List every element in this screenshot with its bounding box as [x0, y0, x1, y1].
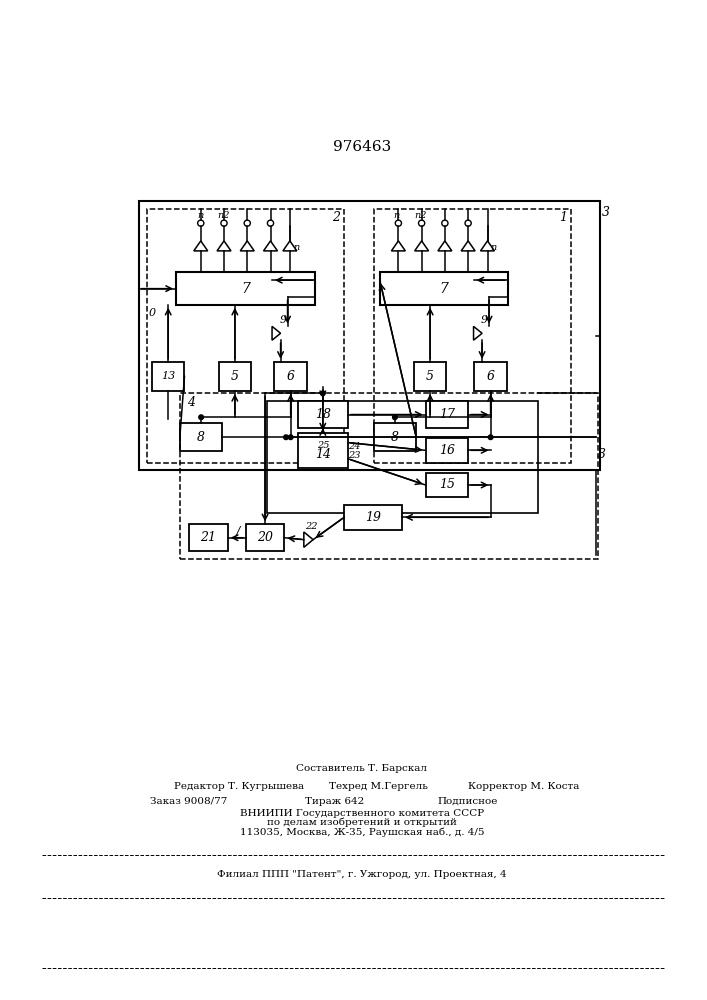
Text: n2: n2: [217, 211, 230, 220]
Text: 4: 4: [187, 396, 194, 409]
Text: 22: 22: [305, 522, 317, 531]
Circle shape: [392, 415, 397, 420]
Bar: [373, 209, 571, 463]
Text: 9: 9: [481, 315, 488, 325]
Bar: [426, 438, 468, 463]
Text: 7: 7: [439, 282, 448, 296]
Text: Тираж 642: Тираж 642: [305, 797, 365, 806]
Bar: [373, 423, 416, 451]
Text: Филиал ППП "Патент", г. Ужгород, ул. Проектная, 4: Филиал ППП "Патент", г. Ужгород, ул. Про…: [217, 870, 507, 879]
Text: 5: 5: [426, 370, 434, 383]
Text: 8: 8: [197, 431, 205, 444]
Text: 21: 21: [201, 531, 216, 544]
Bar: [426, 401, 468, 428]
Bar: [298, 401, 348, 428]
Bar: [267, 401, 538, 513]
Bar: [180, 393, 598, 559]
Text: 24: 24: [348, 442, 361, 451]
Text: 15: 15: [439, 478, 455, 491]
Bar: [176, 272, 315, 305]
Bar: [274, 362, 307, 391]
Text: 7: 7: [241, 282, 250, 296]
Text: 6: 6: [486, 370, 495, 383]
Text: 18: 18: [315, 408, 331, 421]
Text: Подписное: Подписное: [437, 797, 498, 806]
Text: Составитель Т. Барскал: Составитель Т. Барскал: [296, 764, 428, 773]
Text: Техред М.Гергель: Техред М.Гергель: [329, 782, 428, 791]
Text: n: n: [197, 211, 203, 220]
Bar: [189, 524, 228, 551]
Bar: [139, 201, 600, 470]
Bar: [426, 473, 468, 497]
Text: 14: 14: [315, 448, 331, 461]
Text: 20: 20: [257, 531, 273, 544]
Text: n: n: [293, 243, 299, 252]
Bar: [218, 362, 251, 391]
Text: по делам изобретений и открытий: по делам изобретений и открытий: [267, 817, 457, 827]
Text: 9: 9: [279, 315, 286, 325]
Text: Редактор Т. Кугрышева: Редактор Т. Кугрышева: [174, 782, 304, 791]
Text: 3: 3: [598, 448, 606, 461]
Text: 113035, Москва, Ж-35, Раушская наб., д. 4/5: 113035, Москва, Ж-35, Раушская наб., д. …: [240, 828, 484, 837]
Circle shape: [320, 391, 325, 396]
Text: ВНИИПИ Государственного комитета СССР: ВНИИПИ Государственного комитета СССР: [240, 808, 484, 818]
Bar: [246, 524, 284, 551]
Text: Корректор М. Коста: Корректор М. Коста: [468, 782, 580, 791]
Circle shape: [288, 435, 293, 440]
Bar: [474, 362, 507, 391]
Text: 5: 5: [231, 370, 239, 383]
Bar: [298, 433, 348, 468]
Text: 3: 3: [602, 206, 610, 219]
Text: 17: 17: [439, 408, 455, 421]
Text: 23: 23: [348, 451, 361, 460]
Bar: [380, 272, 508, 305]
Circle shape: [489, 435, 493, 440]
Text: 25: 25: [317, 441, 329, 450]
Text: n: n: [394, 211, 400, 220]
Bar: [152, 362, 185, 391]
Bar: [146, 209, 344, 463]
Circle shape: [284, 435, 288, 440]
Text: 1: 1: [559, 211, 568, 224]
Text: 976463: 976463: [333, 140, 391, 154]
Bar: [344, 505, 402, 530]
Text: n: n: [491, 243, 497, 252]
Text: 19: 19: [366, 511, 381, 524]
Text: Заказ 9008/77: Заказ 9008/77: [151, 797, 228, 806]
Text: 8: 8: [391, 431, 399, 444]
Text: 16: 16: [439, 444, 455, 457]
Bar: [414, 362, 446, 391]
Text: 0: 0: [149, 308, 156, 318]
Circle shape: [199, 415, 204, 420]
Text: n2: n2: [414, 211, 427, 220]
Text: /: /: [236, 526, 240, 539]
Text: 2: 2: [332, 211, 340, 224]
Text: 6: 6: [286, 370, 295, 383]
Text: 13: 13: [161, 371, 175, 381]
Bar: [180, 423, 223, 451]
